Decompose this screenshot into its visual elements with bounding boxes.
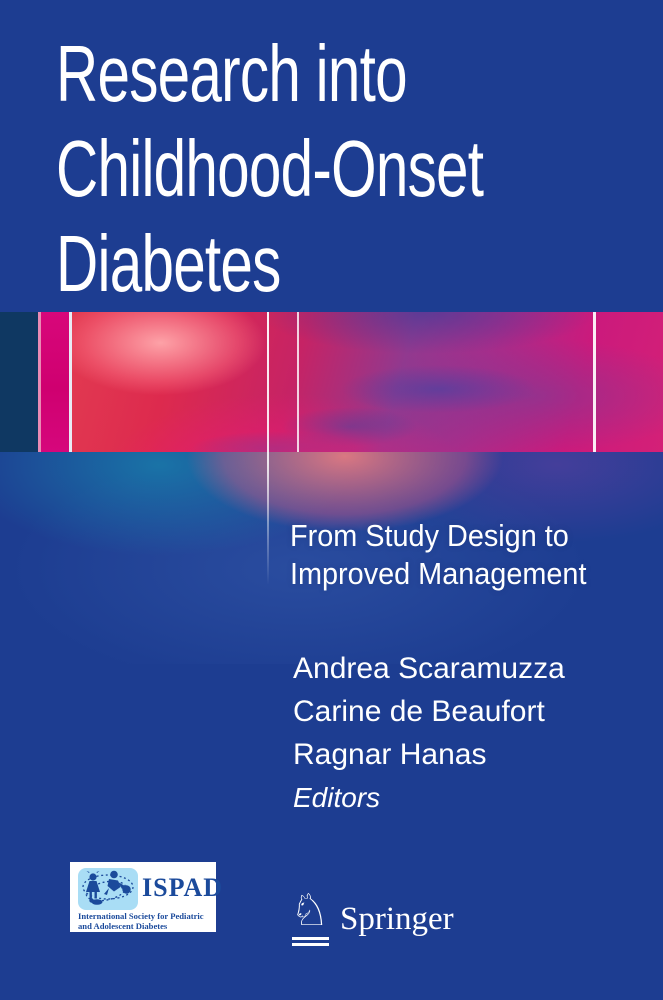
editor-name: Carine de Beaufort [293, 695, 545, 728]
book-subtitle: From Study Design to Improved Management [290, 517, 586, 593]
publisher-name: Springer [340, 901, 454, 937]
navy-block [0, 312, 38, 452]
magenta-strip [41, 312, 69, 452]
springer-horse-icon: ♘ [290, 885, 330, 936]
vertical-rule-band-1 [297, 312, 299, 452]
title-line-3: Diabetes [56, 219, 281, 308]
ispad-logo: ISPAD International Society for Pediatri… [70, 862, 222, 932]
ispad-children-icon [78, 868, 138, 910]
abstract-swirl-fade [0, 452, 663, 664]
springer-underline-2 [292, 943, 329, 946]
subtitle-line-2: Improved Management [290, 556, 587, 591]
springer-underline-1 [292, 937, 329, 940]
cover-image-band [0, 312, 663, 452]
editors-label: Editors [293, 782, 381, 813]
vertical-rule-long [267, 312, 269, 585]
editors-block: Andrea Scaramuzza Carine de Beaufort Rag… [293, 647, 565, 819]
abstract-swirl-image [72, 312, 663, 452]
title-line-2: Childhood-Onset [56, 124, 484, 213]
ispad-tagline: International Society for Pediatric and … [78, 911, 204, 931]
editor-name: Ragnar Hanas [293, 738, 487, 771]
vertical-rule-band-2 [593, 312, 596, 452]
pink-divider-line [38, 312, 41, 452]
editor-name: Andrea Scaramuzza [293, 652, 565, 685]
subtitle-line-1: From Study Design to [290, 518, 569, 553]
book-title: Research into Childhood-Onset Diabetes [56, 26, 484, 311]
title-line-1: Research into [56, 29, 408, 118]
white-divider-line [69, 312, 72, 452]
ispad-acronym: ISPAD [142, 873, 224, 902]
